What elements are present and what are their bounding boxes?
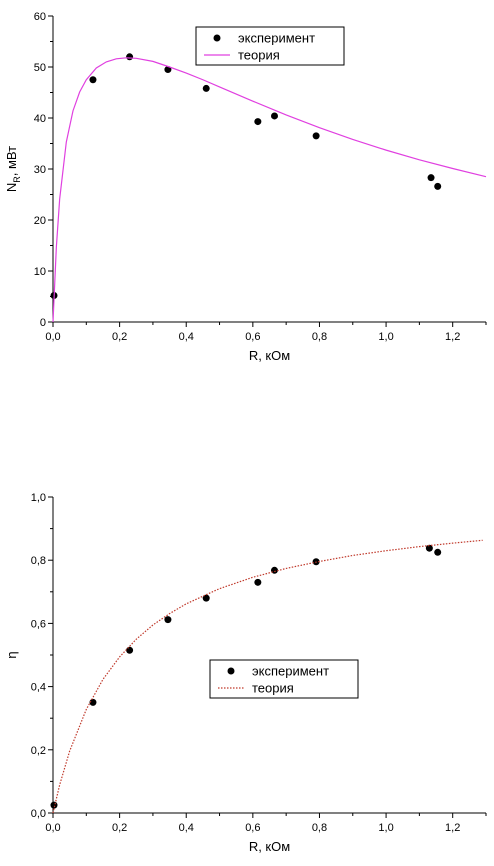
legend-marker-swatch: [227, 667, 235, 675]
y-tick-label: 0,4: [31, 682, 46, 694]
y-axis-label: NR, мВт: [4, 146, 22, 192]
chart-1: 0,0 0,2 0,4 0,6 0,8 1,0 1,2 0 10 20 30 40 50 60 R, кОм…: [4, 11, 487, 363]
y-axis-label: η: [4, 651, 19, 658]
x-tick-label: 1,0: [378, 822, 393, 834]
data-point: [164, 616, 172, 624]
y-tick-label: 50: [34, 62, 46, 74]
x-tick-label: 0,0: [45, 331, 60, 343]
data-point: [50, 801, 58, 809]
data-point: [126, 53, 134, 61]
x-tick-label: 0,8: [312, 822, 327, 834]
legend-box: [195, 26, 345, 66]
y-tick-label: 20: [34, 215, 46, 227]
y-tick-label: 0,8: [31, 555, 46, 567]
data-point: [202, 84, 210, 92]
legend-label: эксперимент: [252, 664, 329, 679]
legend-box: [209, 659, 359, 699]
series-line-теория: [52, 539, 483, 814]
y-tick-label: 1,0: [31, 492, 46, 504]
x-tick-label: 0,2: [112, 331, 127, 343]
data-point: [434, 548, 442, 556]
x-tick-label: 0,6: [245, 822, 260, 834]
y-tick-label: 0: [40, 317, 46, 329]
data-point: [254, 578, 262, 586]
data-point: [254, 118, 262, 126]
series-line-теория: [52, 57, 487, 323]
x-tick-label: 1,2: [445, 331, 460, 343]
x-tick-label: 1,0: [378, 331, 393, 343]
legend-label: эксперимент: [238, 31, 315, 46]
data-point: [164, 66, 172, 74]
data-point: [312, 132, 320, 140]
x-axis-label: R, кОм: [249, 348, 290, 363]
y-tick-label: 60: [34, 11, 46, 23]
legend-label: теория: [252, 681, 294, 696]
data-point: [126, 646, 134, 654]
data-point: [434, 182, 442, 190]
y-tick-label: 10: [34, 266, 46, 278]
data-point: [270, 112, 278, 120]
y-tick-label: 0,2: [31, 745, 46, 757]
y-axis-label-unit: , мВт: [4, 146, 19, 176]
y-tick-label: 40: [34, 113, 46, 125]
x-tick-label: 0,4: [179, 822, 194, 834]
y-tick-label: 0,6: [31, 618, 46, 630]
x-tick-label: 1,2: [445, 822, 460, 834]
legend-label: теория: [238, 48, 280, 63]
x-tick-label: 0,6: [245, 331, 260, 343]
data-point: [202, 594, 210, 602]
y-axis-label-sub: R: [12, 176, 22, 183]
x-axis-label: R, кОм: [249, 839, 290, 854]
data-point: [427, 174, 435, 182]
y-axis-label-main: N: [4, 183, 19, 192]
data-point: [89, 698, 97, 706]
x-tick-label: 0,8: [312, 331, 327, 343]
data-point: [425, 544, 433, 552]
y-axis-label-main: η: [4, 651, 19, 658]
legend: эксперимент теория: [209, 659, 359, 699]
legend-marker-swatch: [213, 34, 221, 42]
chart-2: 0,0 0,2 0,4 0,6 0,8 1,0 1,2 0,0 0,2 0,4 0,6 0,8 1,0 R…: [4, 492, 487, 854]
y-tick-label: 0,0: [31, 808, 46, 820]
x-tick-label: 0,2: [112, 822, 127, 834]
data-point: [89, 76, 97, 84]
x-tick-label: 0,0: [45, 822, 60, 834]
legend: эксперимент теория: [195, 26, 345, 66]
y-tick-label: 30: [34, 164, 46, 176]
x-tick-label: 0,4: [179, 331, 194, 343]
